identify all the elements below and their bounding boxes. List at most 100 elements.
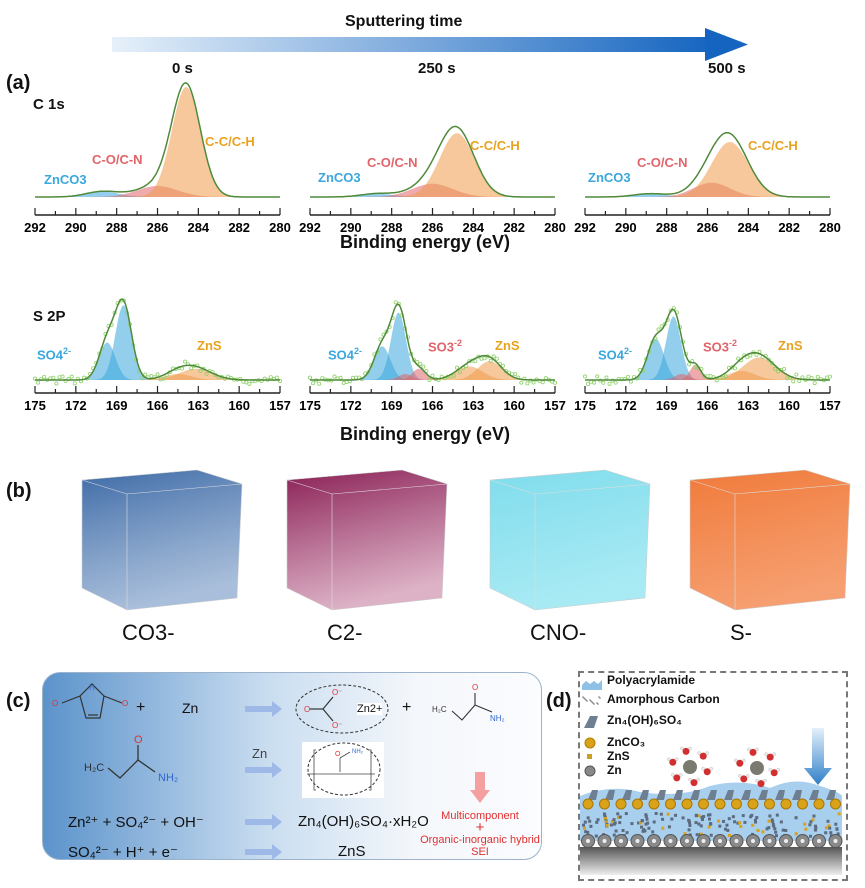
carbon-particle — [707, 825, 711, 829]
carbon-particle — [794, 832, 798, 836]
amorphous-carbon-icon — [585, 699, 587, 701]
plus-1: + — [136, 699, 146, 716]
zn-atom-core — [602, 839, 607, 843]
data-point — [268, 375, 273, 380]
data-point — [161, 376, 166, 381]
cube-label: C2- — [327, 620, 363, 645]
svg-text:H₂C: H₂C — [84, 762, 104, 774]
carbon-particle — [697, 822, 701, 826]
water-h — [696, 777, 700, 782]
carbon-particle — [644, 814, 648, 818]
fit-envelope — [585, 308, 830, 381]
x-tick-label: 157 — [269, 398, 291, 413]
svg-text:O⁻: O⁻ — [332, 688, 342, 697]
panel-label-d: (d) — [546, 690, 572, 712]
panel-label-c: (c) — [6, 690, 31, 712]
carbon-particle — [722, 819, 726, 823]
carbon-particle — [771, 822, 775, 826]
x-tick-label: 160 — [503, 398, 525, 413]
carbon-particle — [695, 833, 699, 837]
data-point — [183, 359, 188, 364]
carbon-particle — [589, 824, 593, 828]
water-h — [709, 767, 713, 771]
zn4oh6so4-particle — [639, 790, 649, 800]
carbon-particle — [772, 824, 776, 828]
x-tick-label: 284 — [737, 220, 759, 235]
zn4oh6so4-particle — [588, 790, 598, 800]
legend-zn: Zn — [607, 763, 622, 777]
zn-atom-core — [586, 839, 590, 843]
carbon-particle — [784, 828, 788, 832]
znco3-particle — [830, 798, 841, 810]
carbon-particle — [651, 830, 655, 834]
axis-title-c1s: Binding energy (eV) — [340, 232, 511, 252]
znco3-particle — [731, 798, 742, 810]
panel-label-a: (a) — [6, 72, 31, 94]
carbon-particle — [625, 831, 629, 835]
carbon-particle — [709, 833, 713, 837]
zn4oh6so4-particle — [809, 790, 819, 800]
sei-result: Multicomponent + Organic-inorganic hybri… — [420, 810, 540, 858]
data-point — [828, 374, 833, 379]
water-molecule — [736, 759, 744, 767]
znco3-particle — [665, 798, 676, 810]
x-tick-label: 280 — [269, 220, 291, 235]
carbon-particle — [808, 823, 812, 827]
x-tick-label: 172 — [340, 398, 362, 413]
x-tick-label: 286 — [697, 220, 719, 235]
label-co-cn-250s: C-O/C-N — [367, 155, 418, 170]
amorphous-carbon-icon — [591, 701, 593, 703]
carbon-particle — [767, 819, 771, 823]
carbon-particle — [661, 817, 665, 821]
zn-atom-core — [767, 839, 772, 843]
water-molecule — [770, 769, 778, 777]
carbon-particle — [670, 817, 674, 821]
fit-envelope — [310, 125, 555, 198]
zn-atom-core — [701, 839, 706, 843]
carbon-particle — [781, 828, 785, 832]
cube-label: CO3- — [122, 620, 175, 645]
x-tick-label: 175 — [24, 398, 46, 413]
data-point — [592, 380, 597, 385]
water-h — [701, 767, 705, 771]
carbon-particle — [613, 821, 617, 825]
label-so4-250s: SO42- — [328, 346, 363, 363]
svg-text:H: H — [89, 683, 95, 692]
zn-atom-core — [685, 839, 689, 843]
carbon-particle — [739, 824, 743, 828]
carbon-particle — [813, 824, 817, 828]
plus-2: + — [402, 699, 412, 716]
water-molecule — [703, 768, 711, 776]
carbon-particle — [688, 821, 692, 825]
data-point — [332, 374, 337, 379]
water-h — [768, 768, 772, 772]
carbon-particle — [647, 826, 651, 830]
carbon-particle — [610, 819, 614, 823]
carbon-particle — [724, 827, 728, 831]
x-tick-label: 160 — [228, 398, 250, 413]
carbon-particle — [767, 826, 771, 830]
carbon-particle — [837, 812, 841, 816]
carbon-particle — [659, 812, 663, 816]
x-tick-label: 157 — [819, 398, 841, 413]
carbon-particle — [813, 828, 817, 832]
data-point — [791, 379, 796, 384]
data-point — [454, 365, 459, 370]
zn-reactant: Zn — [182, 700, 199, 716]
carbon-particle — [743, 820, 747, 824]
carbon-particle — [804, 827, 808, 831]
carbon-particle — [834, 822, 838, 826]
carbon-particle — [582, 826, 586, 830]
data-point — [607, 381, 612, 386]
fit-envelope — [35, 298, 280, 381]
znco3-particle — [698, 798, 709, 810]
zn-atom-core — [784, 839, 788, 843]
carbon-particle — [624, 812, 628, 816]
zn-atom-core — [734, 839, 739, 843]
carbon-particle — [681, 816, 685, 820]
carbon-particle — [725, 823, 729, 827]
data-point — [736, 356, 741, 361]
carbon-particle — [630, 822, 634, 826]
